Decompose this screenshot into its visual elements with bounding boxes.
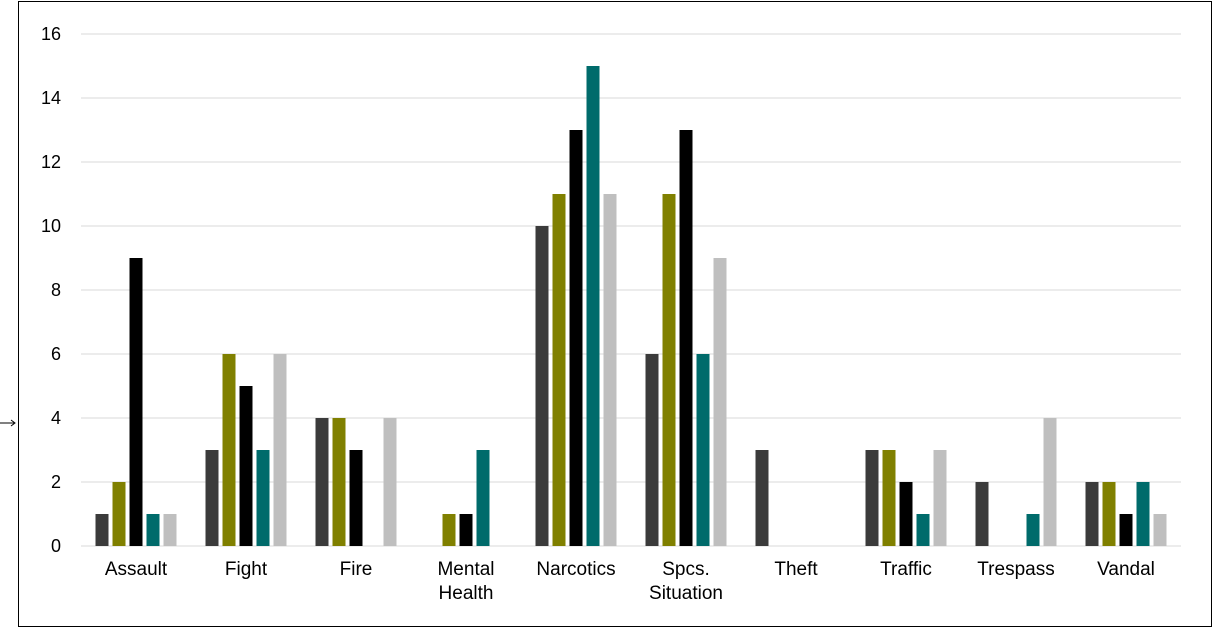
bar xyxy=(163,514,177,546)
x-tick-label-line: Situation xyxy=(649,583,723,604)
x-tick-label-line: Health xyxy=(439,583,494,604)
y-tick-label: 4 xyxy=(51,408,61,428)
bar xyxy=(755,450,769,546)
x-tick-label: Traffic xyxy=(880,559,932,580)
x-tick-label: Spcs. Situation xyxy=(649,559,723,604)
x-tick-label-line: Spcs. xyxy=(662,559,710,580)
bar-chart: 0 2 4 6 8 10 12 14 16 Assault Fight Fire Mental Heal… xyxy=(41,24,1181,604)
y-tick-label: 10 xyxy=(41,216,61,236)
bar xyxy=(933,450,947,546)
bars xyxy=(95,66,1167,546)
axis-arrow-stub xyxy=(0,419,16,427)
x-tick-label-line: Fight xyxy=(225,559,268,580)
x-tick-label-line: Theft xyxy=(774,559,818,580)
x-tick-label: Vandal xyxy=(1097,559,1155,580)
bar xyxy=(332,418,346,546)
bar xyxy=(315,418,329,546)
bar xyxy=(899,482,913,546)
bar xyxy=(586,66,600,546)
y-tick-labels: 0 2 4 6 8 10 12 14 16 xyxy=(41,24,61,556)
x-tick-label: Mental Health xyxy=(437,559,494,604)
y-tick-label: 2 xyxy=(51,472,61,492)
bar xyxy=(95,514,109,546)
x-tick-label: Theft xyxy=(774,559,818,580)
x-tick-label-line: Narcotics xyxy=(536,559,615,580)
bar xyxy=(476,450,490,546)
bar xyxy=(1043,418,1057,546)
bar xyxy=(916,514,930,546)
x-tick-label: Assault xyxy=(105,559,168,580)
bar xyxy=(129,258,143,546)
bar xyxy=(1026,514,1040,546)
bar xyxy=(569,130,583,546)
x-tick-label-line: Traffic xyxy=(880,559,932,580)
x-tick-label-line: Trespass xyxy=(977,559,1054,580)
bar xyxy=(679,130,693,546)
x-tick-label: Trespass xyxy=(977,559,1054,580)
bar xyxy=(1102,482,1116,546)
bar xyxy=(239,386,253,546)
bar xyxy=(383,418,397,546)
y-tick-label: 8 xyxy=(51,280,61,300)
bar xyxy=(1119,514,1133,546)
bar xyxy=(112,482,126,546)
bar xyxy=(222,354,236,546)
x-tick-label: Fire xyxy=(340,559,373,580)
bar xyxy=(882,450,896,546)
bar xyxy=(459,514,473,546)
bar xyxy=(603,194,617,546)
bar xyxy=(205,450,219,546)
chart-frame: 0 2 4 6 8 10 12 14 16 Assault Fight Fire Mental Heal… xyxy=(18,1,1212,627)
bar xyxy=(273,354,287,546)
x-tick-label: Narcotics xyxy=(536,559,615,580)
y-tick-label: 6 xyxy=(51,344,61,364)
bar xyxy=(552,194,566,546)
bar xyxy=(713,258,727,546)
bar xyxy=(1153,514,1167,546)
bar xyxy=(1085,482,1099,546)
bar xyxy=(256,450,270,546)
bar xyxy=(645,354,659,546)
bar xyxy=(696,354,710,546)
bar xyxy=(975,482,989,546)
y-tick-label: 0 xyxy=(51,536,61,556)
x-tick-labels: Assault Fight Fire Mental Health Narcotics Spc… xyxy=(105,559,1155,604)
x-tick-label: Fight xyxy=(225,559,268,580)
bar xyxy=(146,514,160,546)
bar xyxy=(662,194,676,546)
y-tick-label: 12 xyxy=(41,152,61,172)
bar xyxy=(349,450,363,546)
x-tick-label-line: Assault xyxy=(105,559,168,580)
y-tick-label: 14 xyxy=(41,88,61,108)
bar xyxy=(535,226,549,546)
bar xyxy=(1136,482,1150,546)
bar xyxy=(442,514,456,546)
bar xyxy=(865,450,879,546)
x-tick-label-line: Fire xyxy=(340,559,373,580)
y-tick-label: 16 xyxy=(41,24,61,44)
x-tick-label-line: Vandal xyxy=(1097,559,1155,580)
x-tick-label-line: Mental xyxy=(437,559,494,580)
